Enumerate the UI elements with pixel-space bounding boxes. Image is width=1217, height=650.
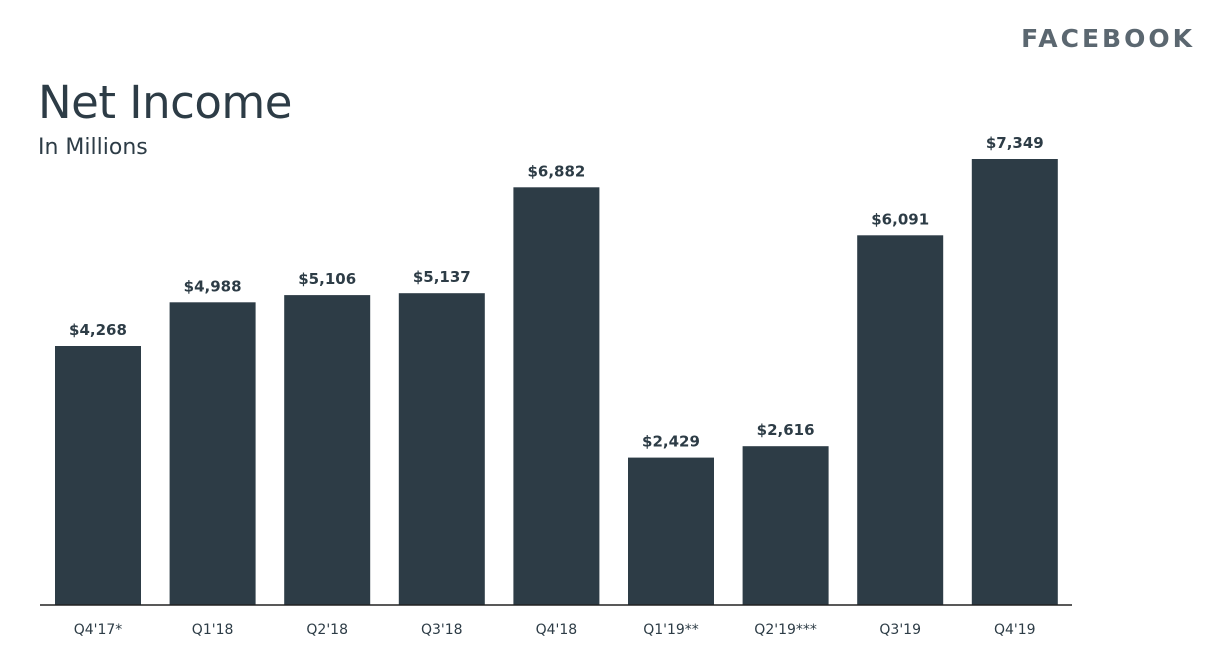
chart-subtitle: In Millions (38, 135, 148, 160)
value-label-1: $4,268 (69, 321, 127, 339)
x-tick-label-8: Q3'19 (879, 622, 921, 638)
bar-8 (857, 235, 944, 606)
bar-1 (55, 346, 141, 605)
bar-2 (169, 302, 256, 605)
value-label-5: $6,882 (527, 162, 585, 180)
bar-4 (398, 293, 485, 605)
bar-5 (513, 187, 600, 606)
x-tick-label-2: Q1'18 (192, 622, 234, 638)
x-tick-label-3: Q2'18 (306, 622, 348, 638)
value-label-8: $6,091 (871, 210, 929, 228)
bars-group: $4,268 Q4'17* $4,988 Q1'18 $5,106 Q2'18 $5,137… (55, 134, 1058, 638)
value-label-6: $2,429 (642, 433, 700, 451)
bar-6 (628, 457, 714, 605)
x-tick-label-5: Q4'18 (536, 622, 578, 638)
bar-7 (742, 446, 829, 605)
facebook-logo: FACEBOOK (1021, 24, 1195, 53)
value-label-7: $2,616 (757, 421, 815, 439)
x-tick-label-1: Q4'17* (74, 622, 123, 638)
x-tick-label-9: Q4'19 (994, 622, 1036, 638)
x-tick-label-4: Q3'18 (421, 622, 463, 638)
chart-title: Net Income (38, 76, 292, 129)
value-label-4: $5,137 (413, 268, 471, 286)
bar-3 (284, 295, 371, 605)
value-label-3: $5,106 (298, 270, 356, 288)
value-label-2: $4,988 (184, 277, 242, 295)
bar-9 (971, 159, 1058, 605)
x-tick-label-6: Q1'19** (643, 622, 699, 638)
value-label-9: $7,349 (986, 134, 1044, 152)
x-tick-label-7: Q2'19*** (754, 622, 817, 638)
